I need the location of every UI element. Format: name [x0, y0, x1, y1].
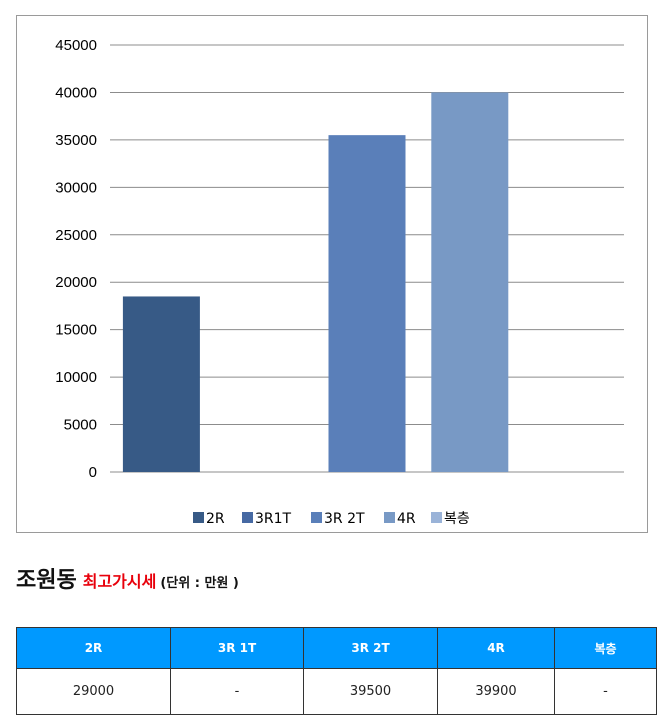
header-cell-3r1t: 3R 1T	[170, 627, 304, 669]
value-cell-duplex: -	[554, 668, 657, 715]
legend-item-2: 3R 2T	[311, 511, 365, 527]
legend-item-0: 2R	[193, 511, 225, 527]
y-tick-label-10000: 10000	[55, 369, 97, 386]
table-header-row: 2R 3R 1T 3R 2T 4R 복층	[16, 627, 657, 669]
header-cell-4r: 4R	[437, 627, 555, 669]
value-cell-3r1t: -	[170, 668, 304, 715]
price-table: 2R 3R 1T 3R 2T 4R 복층 29000 - 39500 39900…	[16, 627, 657, 715]
value-cell-3r2t: 39500	[303, 668, 438, 715]
price-heading: 조원동 최고가시세 (단위 : 만원 )	[16, 562, 239, 596]
legend-swatch	[384, 512, 395, 523]
legend-label: 3R1T	[255, 511, 292, 527]
place-name: 조원동	[16, 568, 77, 593]
legend-item-1: 3R1T	[242, 511, 292, 527]
legend-label: 복층	[444, 511, 470, 527]
header-cell-duplex: 복층	[554, 627, 657, 669]
legend-swatch	[193, 512, 204, 523]
legend-label: 2R	[206, 511, 225, 527]
y-tick-label-0: 0	[89, 464, 97, 481]
value-cell-4r: 39900	[437, 668, 555, 715]
bar-chart: 0 5000 10000 15000 20000 25000 30000 35000 40000…	[55, 37, 624, 527]
y-tick-label-15000: 15000	[55, 322, 97, 339]
legend-item-4: 복층	[431, 511, 470, 527]
legend-label: 3R 2T	[324, 511, 365, 527]
legend-swatch	[311, 512, 322, 523]
y-tick-label-25000: 25000	[55, 227, 97, 244]
y-tick-label-35000: 35000	[55, 132, 97, 149]
y-tick-label-30000: 30000	[55, 179, 97, 196]
legend-swatch	[242, 512, 253, 523]
y-axis-ticks: 0 5000 10000 15000 20000 25000 30000 35000 40000…	[55, 37, 97, 481]
y-tick-label-5000: 5000	[64, 417, 97, 434]
bar-2r	[122, 296, 200, 472]
legend-label: 4R	[397, 511, 416, 527]
y-tick-label-20000: 20000	[55, 274, 97, 291]
chart-area: 0 5000 10000 15000 20000 25000 30000 35000 40000…	[16, 15, 648, 533]
price-subtitle: 최고가시세	[82, 572, 157, 591]
header-cell-2r: 2R	[16, 627, 171, 669]
bars	[122, 92, 509, 472]
bar-3r2t	[328, 135, 406, 472]
legend-item-3: 4R	[384, 511, 416, 527]
legend-swatch	[431, 512, 442, 523]
y-tick-label-40000: 40000	[55, 84, 97, 101]
unit-label: (단위 : 만원 )	[160, 576, 239, 591]
legend: 2R 3R1T 3R 2T 4R 복층	[193, 511, 470, 527]
value-cell-2r: 29000	[16, 668, 171, 715]
bar-4r	[431, 92, 509, 472]
header-cell-3r2t: 3R 2T	[303, 627, 438, 669]
table-row: 29000 - 39500 39900 -	[16, 668, 657, 715]
y-tick-label-45000: 45000	[55, 37, 97, 54]
